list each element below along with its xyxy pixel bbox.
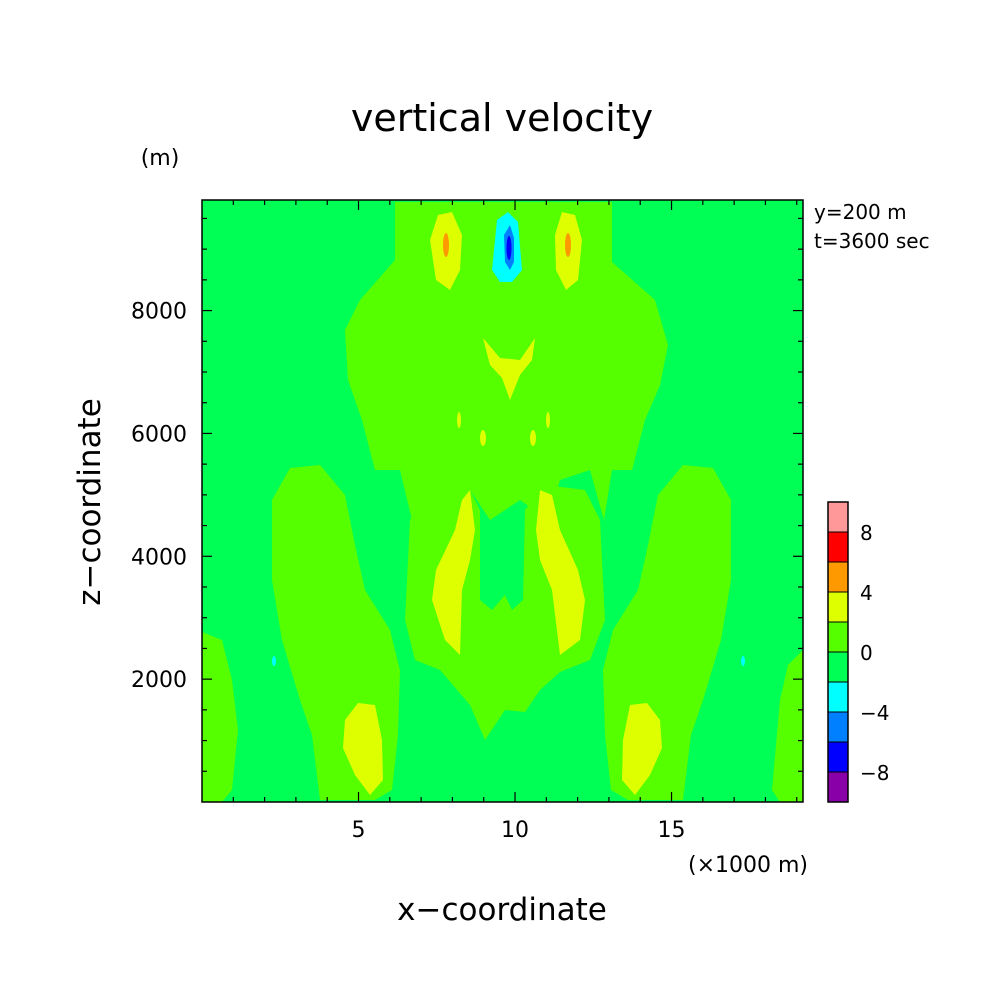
colorbar-tick-label: −4 bbox=[860, 701, 889, 725]
colorbar-swatch bbox=[827, 531, 849, 563]
contour-region-2-4-mid-right bbox=[536, 490, 585, 655]
colorbar-swatch bbox=[827, 621, 849, 653]
contour-region-0-2-left-edge bbox=[202, 632, 238, 802]
contour-region-minus4-minus2-right-dot bbox=[741, 656, 745, 666]
contour-field bbox=[202, 200, 803, 802]
contour-region-2-4-tiny-left bbox=[457, 412, 461, 428]
y-tick-label: 6000 bbox=[131, 422, 187, 447]
chart-title: vertical velocity bbox=[351, 96, 653, 140]
y-tick-label: 8000 bbox=[131, 300, 187, 325]
colorbar-tick-label: 8 bbox=[860, 521, 873, 545]
plot-frame bbox=[201, 199, 804, 803]
y-unit-label: (m) bbox=[141, 146, 180, 171]
annotation-y-position: y=200 m bbox=[814, 200, 907, 224]
colorbar-swatch bbox=[827, 501, 849, 533]
x-unit-label: (×1000 m) bbox=[688, 853, 808, 878]
contour-region-minus8-minus6-top-center bbox=[506, 236, 512, 260]
colorbar-swatch bbox=[827, 681, 849, 713]
contour-region-2-4-lower-left bbox=[343, 703, 383, 795]
contour-region-2-4-small-left bbox=[480, 430, 486, 446]
colorbar-swatch bbox=[827, 651, 849, 683]
colorbar-swatch bbox=[827, 741, 849, 773]
contour-region-2-4-mid-left bbox=[432, 490, 475, 655]
colorbar: 8 4 0 −4 −8 bbox=[827, 501, 889, 803]
y-axis-label: z−coordinate bbox=[72, 398, 108, 606]
y-axis-ticks: 2000 4000 6000 8000 bbox=[131, 217, 803, 772]
colorbar-tick-label: 4 bbox=[860, 581, 873, 605]
contour-region-2-4-center-arc bbox=[483, 338, 535, 400]
contour-region-2-4-lower-right bbox=[622, 703, 662, 795]
x-axis-ticks: 5 10 15 bbox=[232, 200, 798, 843]
colorbar-swatch bbox=[827, 591, 849, 623]
y-tick-label: 4000 bbox=[131, 545, 187, 570]
colorbar-swatch bbox=[827, 711, 849, 743]
contour-region-4-6-right bbox=[565, 233, 571, 257]
x-tick-label: 10 bbox=[501, 818, 529, 843]
annotation-time: t=3600 sec bbox=[814, 229, 930, 253]
contour-region-minus4-minus2-left-dot bbox=[272, 656, 276, 666]
colorbar-swatch bbox=[827, 561, 849, 593]
x-tick-label: 5 bbox=[352, 818, 366, 843]
colorbar-swatch bbox=[827, 771, 849, 803]
x-tick-label: 15 bbox=[658, 818, 686, 843]
x-axis-label: x−coordinate bbox=[397, 892, 607, 928]
colorbar-tick-label: 0 bbox=[860, 641, 873, 665]
contour-region-4-6-left bbox=[443, 233, 449, 257]
contour-region-0-2-right-edge bbox=[772, 650, 803, 802]
contour-region-2-4-tiny-right bbox=[546, 412, 550, 428]
y-tick-label: 2000 bbox=[131, 668, 187, 693]
contour-region-2-4-small-right bbox=[530, 430, 536, 446]
colorbar-frame bbox=[827, 501, 849, 803]
colorbar-tick-label: −8 bbox=[860, 761, 889, 785]
